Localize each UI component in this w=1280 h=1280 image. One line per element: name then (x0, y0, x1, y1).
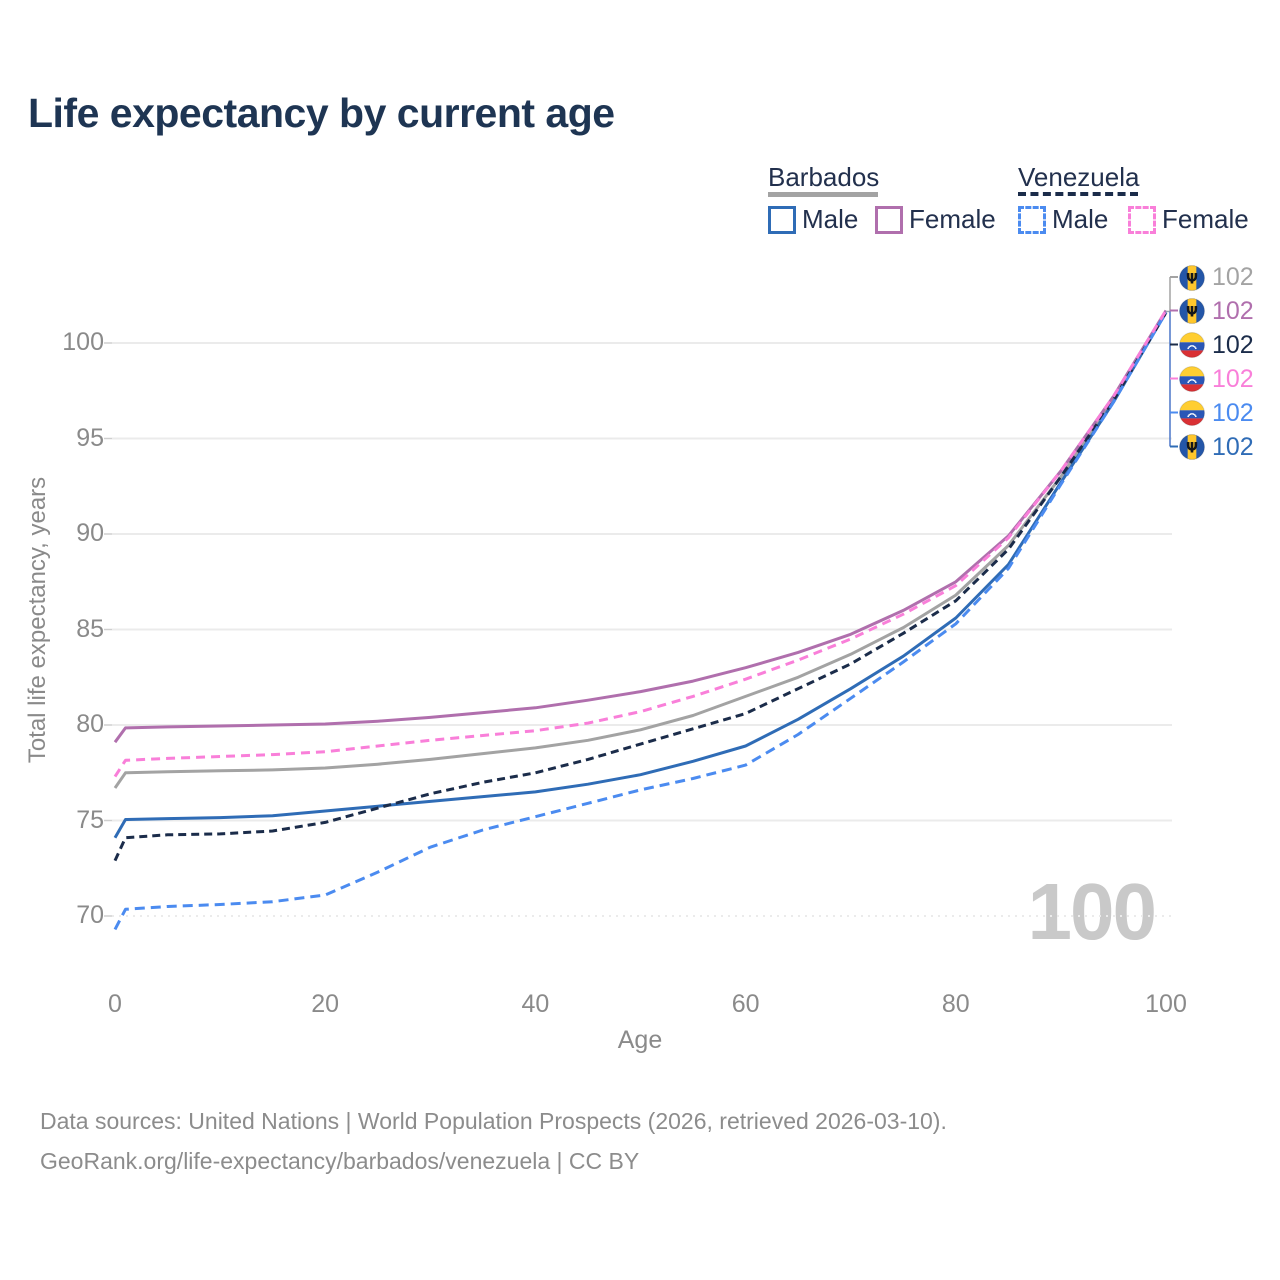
barbados-female-swatch-icon (875, 205, 903, 234)
end-label-value: 102 (1212, 263, 1254, 291)
y-tick-label-80: 80 (76, 710, 104, 738)
end-label-value: 102 (1212, 330, 1254, 359)
data-sources-text: Data sources: United Nations | World Pop… (40, 1108, 947, 1134)
y-tick-label-90: 90 (76, 519, 104, 547)
svg-text:Ψ: Ψ (1186, 271, 1198, 287)
legend-item-barbados-male[interactable]: Male (768, 204, 858, 235)
legend-group-barbados[interactable]: Barbados (768, 162, 880, 192)
barbados-flag-icon: Ψ (1179, 434, 1205, 460)
series-line-venezuela-both-sexes-[interactable] (113, 311, 1168, 862)
series-line-barbados-both-sexes-[interactable] (113, 311, 1168, 789)
page-title: Life expectancy by current age (28, 90, 615, 136)
series-line-venezuela-male[interactable] (113, 311, 1168, 931)
legend-item-label: Male (1052, 204, 1109, 234)
legend-item-label: Female (909, 204, 996, 234)
watermark: 100 (1027, 867, 1157, 956)
legend-item-venezuela-male[interactable]: Male (1018, 204, 1108, 235)
y-tick-label-100: 100 (62, 328, 104, 356)
x-tick-label-60: 60 (731, 990, 760, 1018)
end-label-value: 102 (1212, 398, 1254, 427)
y-tick-label-85: 85 (76, 614, 104, 643)
end-label-row: 102 (1179, 365, 1254, 394)
series-line-barbados-male[interactable] (113, 311, 1168, 839)
y-axis-title: Total life expectancy, years (24, 476, 51, 764)
svg-text:Ψ: Ψ (1186, 304, 1198, 320)
x-tick-label-80: 80 (941, 990, 970, 1018)
series-line-venezuela-female[interactable] (113, 309, 1168, 778)
venezuela-flag-icon (1179, 332, 1205, 358)
end-label-value: 102 (1212, 296, 1254, 325)
x-tick-label-100: 100 (1145, 990, 1187, 1018)
end-label-value: 102 (1212, 432, 1254, 461)
venezuela-flag-icon (1179, 366, 1205, 392)
end-label-row: 102 (1179, 331, 1254, 360)
venezuela-male-swatch-icon (1018, 205, 1046, 234)
legend-item-venezuela-female[interactable]: Female (1128, 204, 1249, 235)
y-tick-label-75: 75 (76, 805, 104, 834)
legend-venezuela-line-sample (1018, 192, 1138, 196)
x-axis-title: Age (617, 1026, 663, 1054)
end-label-row: 102 (1179, 399, 1254, 428)
svg-text:Ψ: Ψ (1186, 440, 1198, 456)
venezuela-flag-icon (1179, 400, 1205, 426)
legend-item-barbados-female[interactable]: Female (875, 204, 996, 235)
x-tick-label-20: 20 (311, 990, 340, 1018)
legend-group-venezuela[interactable]: Venezuela (1018, 162, 1140, 192)
end-label-row: Ψ 102 (1179, 263, 1254, 292)
legend-item-label: Male (802, 204, 859, 234)
end-label-value: 102 (1212, 364, 1254, 393)
legend-barbados-line-sample (768, 192, 878, 197)
end-label-row: Ψ 102 (1179, 433, 1254, 462)
attribution-text: GeoRank.org/life-expectancy/barbados/ven… (40, 1148, 640, 1174)
y-tick-label-70: 70 (76, 901, 104, 929)
y-tick-label-95: 95 (76, 423, 104, 452)
series-line-barbados-female[interactable] (113, 309, 1168, 744)
x-tick-label-40: 40 (521, 990, 550, 1018)
x-tick-label-0: 0 (108, 990, 122, 1018)
legend-item-label: Female (1162, 204, 1249, 234)
barbados-flag-icon: Ψ (1179, 264, 1205, 291)
barbados-flag-icon: Ψ (1179, 298, 1205, 324)
end-label-row: Ψ 102 (1179, 297, 1254, 326)
barbados-male-swatch-icon (768, 205, 796, 234)
venezuela-female-swatch-icon (1128, 205, 1156, 234)
